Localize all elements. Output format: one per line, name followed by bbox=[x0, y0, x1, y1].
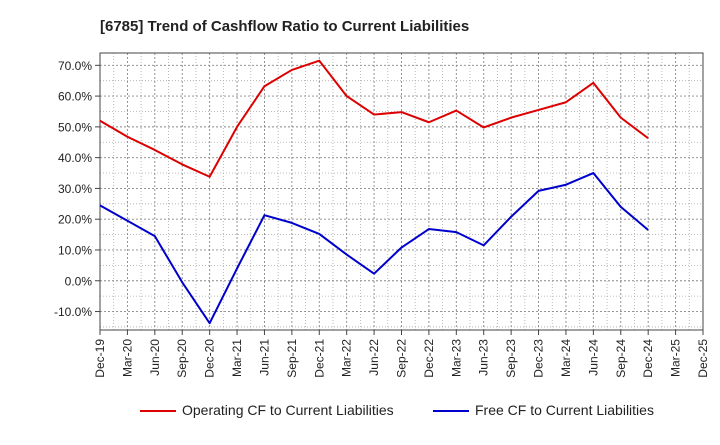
chart-title: [6785] Trend of Cashflow Ratio to Curren… bbox=[100, 18, 469, 35]
y-tick-label: 10.0% bbox=[58, 243, 92, 257]
axes: -10.0% 0.0% 10.0% 20.0% 30.0% 40.0% 50.0% 60.0%… bbox=[54, 52, 710, 378]
x-tick-label: Dec-24 bbox=[641, 339, 655, 378]
x-tick-label: Mar-24 bbox=[559, 339, 573, 377]
y-tick-label: 50.0% bbox=[58, 120, 92, 134]
legend-label-2: Free CF to Current Liabilities bbox=[475, 402, 654, 418]
y-tick-label: 30.0% bbox=[58, 182, 92, 196]
x-tick-label: Sep-20 bbox=[175, 339, 189, 378]
x-tick-label: Sep-24 bbox=[614, 339, 628, 378]
legend-label-1: Operating CF to Current Liabilities bbox=[182, 402, 394, 418]
x-tick-label: Mar-23 bbox=[449, 339, 463, 377]
x-tick-label: Jun-20 bbox=[148, 339, 162, 376]
x-tick-label: Mar-22 bbox=[340, 339, 354, 377]
x-tick-label: Jun-22 bbox=[367, 339, 381, 376]
x-tick-label: Sep-23 bbox=[504, 339, 518, 378]
x-tick-label: Sep-22 bbox=[395, 339, 409, 378]
y-tick-label: 40.0% bbox=[58, 151, 92, 165]
x-tick-label: Jun-23 bbox=[477, 339, 491, 376]
x-tick-label: Dec-25 bbox=[696, 339, 710, 378]
x-tick-label: Mar-25 bbox=[669, 339, 683, 377]
x-tick-label: Dec-23 bbox=[532, 339, 546, 378]
x-tick-label: Jun-24 bbox=[586, 339, 600, 376]
y-tick-label: 20.0% bbox=[58, 213, 92, 227]
legend: Operating CF to Current Liabilities Free … bbox=[140, 402, 654, 418]
series-lines bbox=[99, 59, 649, 325]
x-tick-label: Dec-22 bbox=[422, 339, 436, 378]
x-tick-label: Mar-21 bbox=[230, 339, 244, 377]
grid-lines bbox=[99, 53, 704, 330]
x-tick-label: Dec-21 bbox=[312, 339, 326, 378]
x-tick-label: Jun-21 bbox=[257, 339, 271, 376]
x-tick-label: Mar-20 bbox=[120, 339, 134, 377]
x-tick-label: Dec-20 bbox=[203, 339, 217, 378]
x-tick-label: Dec-19 bbox=[93, 339, 107, 378]
series-line-2 bbox=[99, 172, 649, 325]
y-tick-label: 60.0% bbox=[58, 90, 92, 104]
y-tick-label: 70.0% bbox=[58, 59, 92, 73]
series-line-1 bbox=[99, 59, 649, 178]
y-tick-label: 0.0% bbox=[65, 274, 93, 288]
x-tick-label: Sep-21 bbox=[285, 339, 299, 378]
y-tick-label: -10.0% bbox=[54, 305, 92, 319]
